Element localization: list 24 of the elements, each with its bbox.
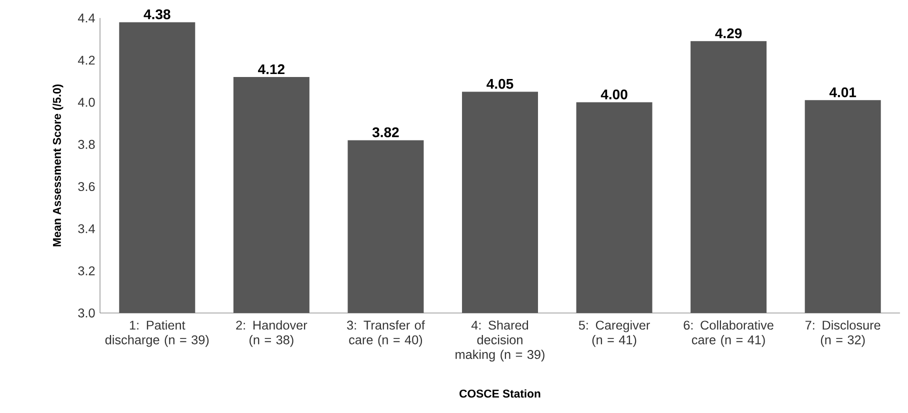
data-label: 4.01 [829,87,856,98]
y-tick-label: 3.6 [78,182,95,192]
x-tick-label: 7: Disclosure (n = 32) [805,320,880,347]
y-tick-label: 4.0 [78,98,95,107]
data-label: 4.29 [715,28,742,38]
data-label: 4.05 [486,78,514,89]
y-tick-label: 3.2 [78,266,95,276]
data-label: 3.82 [372,127,399,138]
x-tick-label: 2: Handover (n = 38) [236,320,308,347]
y-tick-label: 3.8 [78,140,95,149]
x-tick-label: 6: Collaborative care (n = 41) [684,320,774,347]
x-axis-title: COSCE Station [460,389,540,398]
y-tick-label: 3.0 [78,308,95,318]
y-axis-title: Mean Assessment Score (/5.0) [52,84,64,246]
x-tick-label: 1: Patient discharge (n = 39) [105,320,209,347]
y-tick-label: 3.4 [78,224,95,234]
x-tick-label: 3: Transfer of care (n = 40) [347,320,425,347]
data-label: 4.38 [144,9,170,20]
x-tick-label: 4: Shared decision making (n = 39) [456,320,544,362]
y-tick-label: 4.2 [78,56,95,65]
x-tick-label: 5: Caregiver (n = 41) [578,320,650,347]
data-label: 4.00 [600,89,628,100]
data-label: 4.12 [258,64,284,74]
y-tick-label: 4.4 [78,14,95,22]
